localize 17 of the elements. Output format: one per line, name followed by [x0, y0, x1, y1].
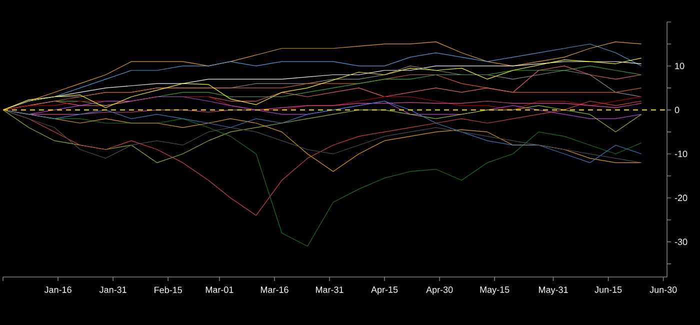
x-tick-label: Feb-15	[154, 286, 182, 294]
y-tick-label: -20	[674, 194, 688, 202]
x-tick-label: Jun-30	[650, 286, 677, 293]
x-tick-label: Jan-31	[99, 286, 126, 293]
x-tick-label: Jun-15	[594, 286, 622, 293]
x-tick-label: Apr-15	[371, 286, 398, 295]
y-tick-label: -30	[674, 238, 688, 246]
x-tick-label: Mar-01	[206, 286, 234, 293]
x-tick-label: May-15	[480, 286, 510, 295]
x-tick-label: Mar-16	[260, 286, 288, 293]
y-tick-label: 0	[674, 106, 680, 114]
x-tick-label: Mar-31	[316, 286, 344, 293]
y-tick-label: 10	[675, 62, 684, 70]
x-tick-label: May-31	[539, 286, 568, 295]
x-tick-label: Jan-16	[44, 286, 72, 293]
y-tick-label: -10	[674, 150, 688, 158]
x-tick-label: Apr-30	[426, 286, 453, 295]
